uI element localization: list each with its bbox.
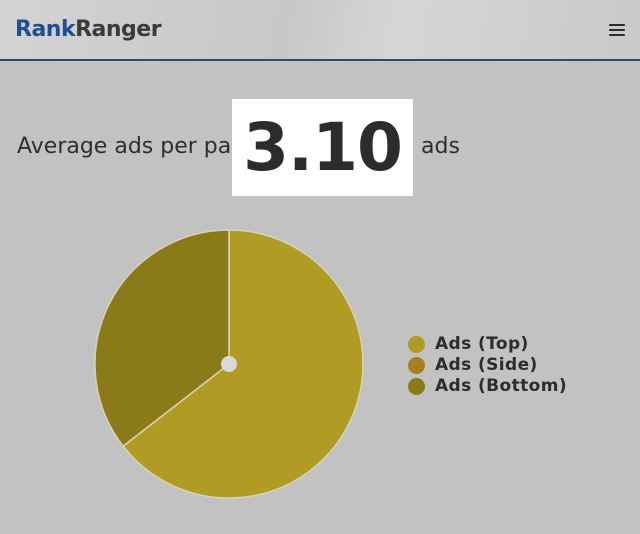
pie-slice-ads-top[interactable]: [122, 229, 364, 499]
legend-label-ads-top: Ads (Top): [435, 334, 529, 354]
logo-text-rank: Rank: [15, 17, 76, 42]
legend-item-ads-top[interactable]: Ads (Top): [408, 334, 567, 355]
chart-legend: Ads (Top) Ads (Side) Ads (Bottom): [408, 334, 567, 397]
legend-swatch-ads-top: [408, 336, 425, 353]
metric-value: 3.10: [243, 108, 403, 186]
legend-label-ads-side: Ads (Side): [435, 355, 538, 375]
legend-label-ads-bottom: Ads (Bottom): [435, 376, 567, 396]
hamburger-menu-icon[interactable]: [606, 22, 628, 38]
metric-value-box: 3.10: [232, 99, 413, 196]
app-header: RankRanger: [0, 0, 640, 61]
pie-slice-ads-bottom[interactable]: [94, 229, 230, 448]
logo-text-ranger: Ranger: [75, 17, 162, 42]
legend-swatch-ads-bottom: [408, 378, 425, 395]
rankranger-logo[interactable]: RankRanger: [15, 16, 162, 44]
legend-swatch-ads-side: [408, 357, 425, 374]
metric-label: Average ads per page:: [17, 134, 267, 159]
metric-unit: ads: [421, 134, 460, 159]
pie-center-dot: [221, 356, 237, 372]
legend-item-ads-side[interactable]: Ads (Side): [408, 355, 567, 376]
legend-item-ads-bottom[interactable]: Ads (Bottom): [408, 376, 567, 397]
